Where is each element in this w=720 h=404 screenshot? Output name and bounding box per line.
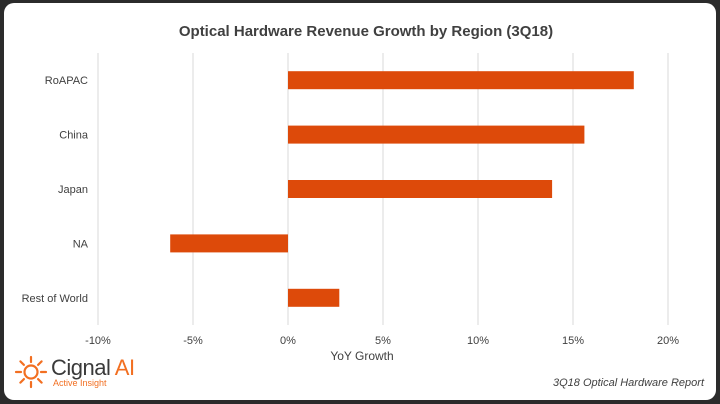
category-labels: RoAPAC China Japan NA Rest of World xyxy=(22,75,89,305)
logo-tagline: Active Insight xyxy=(53,377,107,388)
bar-japan xyxy=(288,180,553,198)
x-tick-labels: -10% -5% 0% 5% 10% 15% 20% xyxy=(85,335,679,347)
x-tick-label: -10% xyxy=(85,335,111,347)
chart-title: Optical Hardware Revenue Growth by Regio… xyxy=(179,23,553,40)
category-label: Japan xyxy=(58,184,88,196)
category-label: Rest of World xyxy=(22,293,88,305)
bar-na xyxy=(170,234,288,253)
bar-roapac xyxy=(288,71,634,90)
category-label: NA xyxy=(73,238,89,250)
cignal-ai-logo: Cignal AI Active Insight xyxy=(14,355,135,389)
x-tick-label: -5% xyxy=(183,335,203,347)
x-tick-label: 0% xyxy=(280,335,296,347)
x-tick-label: 20% xyxy=(657,335,679,347)
bar-china xyxy=(288,125,585,144)
x-tick-label: 10% xyxy=(467,335,489,347)
bars xyxy=(170,71,634,307)
logo-ai: AI xyxy=(114,354,135,380)
logo-name: Cignal xyxy=(51,354,111,380)
report-footnote: 3Q18 Optical Hardware Report xyxy=(552,377,704,389)
chart-card: Optical Hardware Revenue Growth by Regio… xyxy=(4,3,716,400)
bar-chart: Optical Hardware Revenue Growth by Regio… xyxy=(22,23,680,363)
x-axis-title: YoY Growth xyxy=(330,349,393,363)
category-label: China xyxy=(59,130,89,142)
logo-wordmark: Cignal AI xyxy=(51,354,135,380)
bar-rest-of-world xyxy=(288,288,340,307)
category-label: RoAPAC xyxy=(45,75,88,87)
x-tick-label: 15% xyxy=(562,335,584,347)
sun-logo-icon xyxy=(14,355,48,389)
x-tick-label: 5% xyxy=(375,335,391,347)
